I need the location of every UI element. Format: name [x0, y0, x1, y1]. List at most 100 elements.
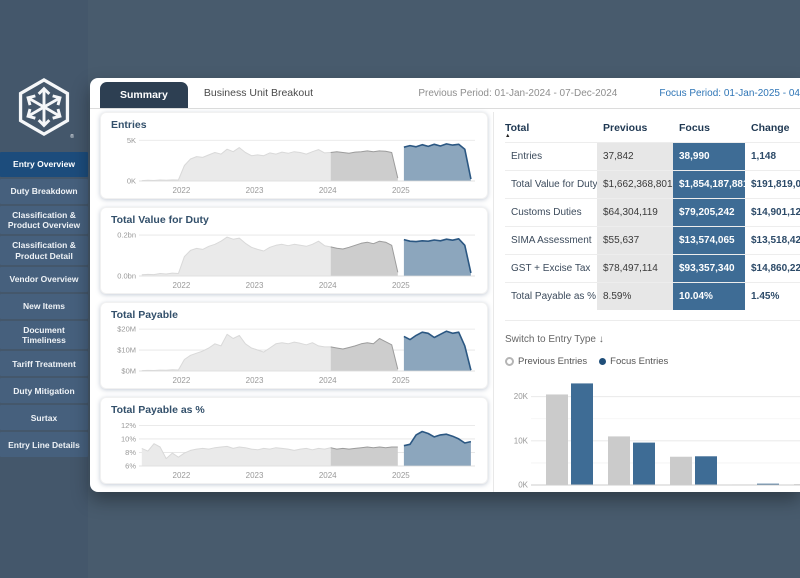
svg-text:0K: 0K [518, 481, 528, 490]
area-chart-total-value-for-duty[interactable]: 0.0bn 0.2bn 2022 2023 2024 2025 [109, 227, 477, 291]
svg-text:$20M: $20M [117, 325, 136, 334]
column-header-change[interactable]: Change [751, 122, 790, 134]
table-row-sima-assessment[interactable]: SIMA Assessment $55,637 $13,574,065 $13,518… [505, 226, 800, 255]
focus-period-label: Focus Period: 01-Jan-2025 - 04 [659, 87, 800, 99]
sidebar-item-document-timeliness[interactable]: Document Timeliness [0, 320, 88, 350]
cell-label: Entries [505, 142, 597, 171]
column-header-focus[interactable]: Focus [679, 122, 710, 134]
cell-focus: 38,990 [673, 142, 745, 171]
tab-bar: Summary Business Unit Breakout Previous … [90, 78, 800, 109]
cell-prev: $78,497,114 [597, 254, 673, 283]
entries-by-entry-type-bar-chart[interactable]: 0K10K20KOceanTruckAirRail [505, 371, 800, 492]
chart-title-total-value-for-duty: Total Value for Duty [111, 214, 209, 226]
svg-text:2023: 2023 [246, 376, 264, 385]
svg-text:2022: 2022 [173, 376, 191, 385]
column-header-previous[interactable]: Previous [603, 122, 648, 134]
legend-label: Focus Entries [610, 356, 669, 367]
cell-label: Total Payable as % [505, 282, 597, 310]
svg-text:2024: 2024 [319, 281, 337, 290]
cell-change: $14,901,123 [745, 198, 800, 227]
cell-prev: $55,637 [597, 226, 673, 255]
tab-summary[interactable]: Summary [100, 82, 188, 108]
svg-text:6%: 6% [125, 462, 136, 471]
svg-text:2025: 2025 [392, 471, 410, 480]
summary-column: Total ▲ Previous Focus Change Entries 37,… [493, 112, 800, 492]
svg-text:12%: 12% [121, 421, 136, 430]
sidebar: ® Entry Overview Duty Breakdown Classifica… [0, 0, 88, 578]
sidebar-item-duty-breakdown[interactable]: Duty Breakdown [0, 179, 88, 204]
area-chart-total-payable-pct[interactable]: 6% 8% 10% 12% 2022 2023 2024 2025 [109, 417, 477, 481]
legend-item-previous-entries[interactable]: Previous Entries [505, 356, 587, 367]
cell-prev: 37,842 [597, 142, 673, 171]
focus-series-icon [599, 358, 607, 365]
svg-text:5K: 5K [127, 136, 136, 145]
chart-title-entries: Entries [111, 119, 147, 131]
sidebar-item-entry-line-details[interactable]: Entry Line Details [0, 432, 88, 458]
table-row-entries[interactable]: Entries 37,842 38,990 1,148 [505, 142, 800, 171]
kpi-table: Total ▲ Previous Focus Change Entries 37,… [505, 118, 800, 310]
svg-text:2022: 2022 [173, 281, 191, 290]
previous-period-label: Previous Period: 01-Jan-2024 - 07-Dec-20… [418, 87, 618, 99]
svg-text:2025: 2025 [392, 376, 410, 385]
cell-focus: $1,854,187,881 [673, 170, 745, 199]
sidebar-item-duty-mitigation[interactable]: Duty Mitigation [0, 378, 88, 404]
sort-ascending-icon: ▲ [505, 133, 511, 139]
table-row-customs-duties[interactable]: Customs Duties $64,304,119 $79,205,242 $14,… [505, 198, 800, 227]
cell-label: Total Value for Duty [505, 170, 597, 199]
cell-prev: $64,304,119 [597, 198, 673, 227]
cell-change: $14,860,226 [745, 254, 800, 283]
svg-text:0.0bn: 0.0bn [117, 272, 136, 281]
svg-text:2025: 2025 [392, 186, 410, 195]
svg-text:$0M: $0M [121, 367, 136, 376]
company-logo: ® [0, 0, 88, 152]
tab-business-unit-breakout[interactable]: Business Unit Breakout [203, 87, 313, 99]
table-row-total-value-for-duty[interactable]: Total Value for Duty $1,662,368,801 $1,854… [505, 170, 800, 199]
sidebar-item-classification-product-detail[interactable]: Classification & Product Detail [0, 236, 88, 265]
chart-card-total-payable: Total Payable $0M $10M $20M 2022 2023 2024 202… [100, 302, 488, 389]
svg-text:0.2bn: 0.2bn [117, 231, 136, 240]
svg-text:2023: 2023 [246, 471, 264, 480]
sidebar-item-entry-overview[interactable]: Entry Overview [0, 152, 88, 177]
legend-item-focus-entries[interactable]: Focus Entries [599, 356, 668, 367]
svg-text:2023: 2023 [246, 186, 264, 195]
svg-text:20K: 20K [514, 392, 529, 401]
period-labels: Previous Period: 01-Jan-2024 - 07-Dec-20… [418, 88, 800, 99]
svg-text:2025: 2025 [392, 281, 410, 290]
cell-change: 1.45% [745, 282, 800, 310]
chart-card-total-payable-pct: Total Payable as % 6% 8% 10% 12% 2022 2023 202… [100, 397, 488, 484]
entry-type-switch-row: Switch to Entry Type ↓ [505, 320, 800, 347]
cell-prev: 8.59% [597, 282, 673, 310]
sidebar-item-tariff-treatment[interactable]: Tariff Treatment [0, 351, 88, 377]
sidebar-nav: Entry Overview Duty Breakdown Classificati… [0, 152, 88, 459]
switch-to-entry-type-control[interactable]: Switch to Entry Type ↓ [505, 334, 604, 345]
svg-text:$10M: $10M [117, 346, 136, 355]
sidebar-item-surtax[interactable]: Surtax [0, 405, 88, 431]
kpi-table-header-row: Total ▲ Previous Focus Change [505, 118, 800, 143]
dashboard-panel: Summary Business Unit Breakout Previous … [90, 78, 800, 492]
cell-label: SIMA Assessment [505, 226, 597, 255]
svg-text:2024: 2024 [319, 376, 337, 385]
svg-text:2022: 2022 [173, 471, 191, 480]
table-row-total-payable-as-[interactable]: Total Payable as % 8.59% 10.04% 1.45% [505, 282, 800, 310]
area-chart-total-payable[interactable]: $0M $10M $20M 2022 2023 2024 2025 [109, 322, 477, 386]
sidebar-item-new-items[interactable]: New Items [0, 293, 88, 319]
column-header-total[interactable]: Total ▲ [505, 118, 597, 143]
cell-focus: $13,574,065 [673, 226, 745, 255]
bar-chart-legend: Previous Entries Focus Entries [505, 356, 800, 367]
cell-prev: $1,662,368,801 [597, 170, 673, 199]
svg-text:2024: 2024 [319, 471, 337, 480]
svg-text:10%: 10% [121, 434, 136, 443]
area-chart-entries[interactable]: 0K 5K 2022 2023 2024 2025 [109, 132, 477, 196]
svg-text:2024: 2024 [319, 186, 337, 195]
svg-text:8%: 8% [125, 448, 136, 457]
sidebar-item-vendor-overview[interactable]: Vendor Overview [0, 266, 88, 292]
cell-change: $191,819,080 [745, 170, 800, 199]
svg-text:®: ® [70, 133, 74, 140]
sidebar-item-classification-product-overview[interactable]: Classification & Product Overview [0, 206, 88, 235]
hexagon-arrows-logo-icon: ® [18, 78, 74, 140]
trend-charts-column: Entries 0K 5K 2022 2023 2024 2025 Total Value… [100, 112, 488, 492]
table-row-gst-excise-tax[interactable]: GST + Excise Tax $78,497,114 $93,357,340 $1… [505, 254, 800, 283]
chart-title-total-payable-pct: Total Payable as % [111, 404, 205, 416]
legend-label: Previous Entries [518, 356, 588, 367]
